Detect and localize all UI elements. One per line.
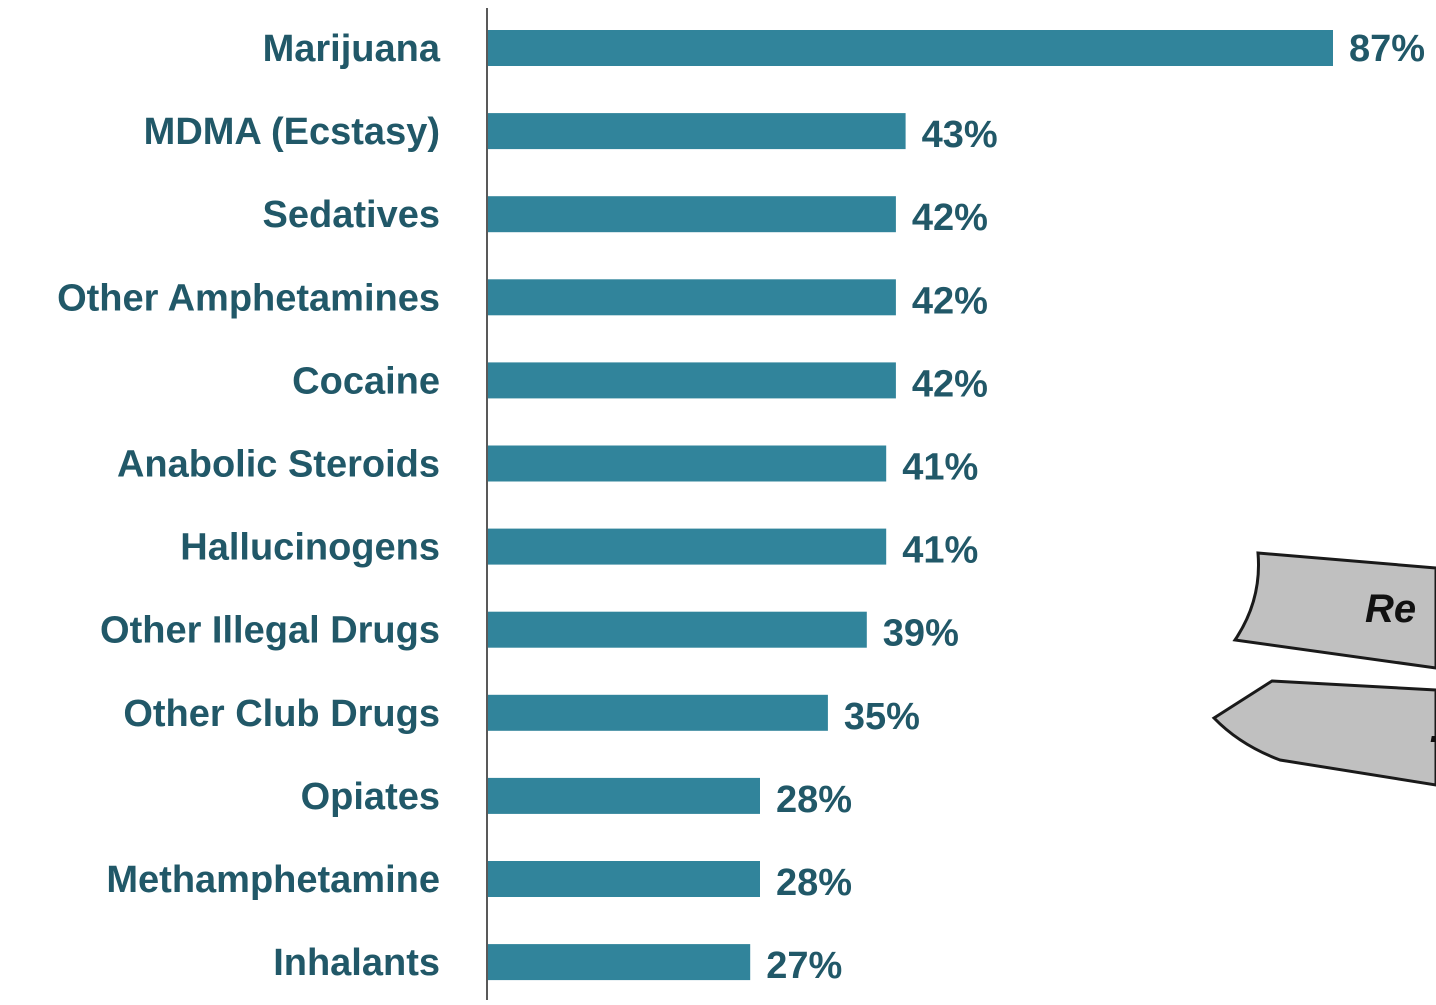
data-label: 43% — [922, 114, 998, 156]
category-label: Other Club Drugs — [123, 693, 440, 735]
direction-sign-icon: Re … — [1214, 553, 1436, 785]
bar — [488, 695, 828, 731]
category-labels: Marijuana MDMA (Ecstasy) Sedatives Other Am… — [57, 28, 441, 984]
category-label: Anabolic Steroids — [117, 444, 440, 486]
data-label: 42% — [912, 197, 988, 239]
data-label: 28% — [776, 779, 852, 821]
bar — [488, 612, 867, 648]
category-label: Hallucinogens — [180, 527, 440, 569]
bar — [488, 30, 1333, 66]
category-label: Other Amphetamines — [57, 277, 440, 319]
bar — [488, 944, 750, 980]
category-label: Opiates — [301, 776, 440, 818]
category-label: Inhalants — [273, 942, 440, 984]
data-label: 28% — [776, 862, 852, 904]
data-label: 87% — [1349, 28, 1425, 70]
data-label: 39% — [883, 613, 959, 655]
bar — [488, 279, 896, 315]
value-labels: 87% 43% 42% 42% 42% 41% 41% 39% 35% 28% 28% 27% — [766, 28, 1425, 987]
data-label: 27% — [766, 945, 842, 987]
data-label: 42% — [912, 363, 988, 405]
category-label: Methamphetamine — [106, 859, 440, 901]
bar — [488, 113, 906, 149]
bar-series — [488, 30, 1333, 980]
data-label: 35% — [844, 696, 920, 738]
bar — [488, 778, 760, 814]
bar — [488, 529, 886, 565]
category-label: Other Illegal Drugs — [100, 610, 440, 652]
category-label: Sedatives — [263, 194, 440, 236]
category-label: Cocaine — [292, 360, 440, 402]
bar — [488, 196, 896, 232]
category-label: Marijuana — [263, 28, 441, 70]
data-label: 41% — [902, 530, 978, 572]
sign-text-top: Re — [1365, 587, 1416, 631]
category-label: MDMA (Ecstasy) — [144, 111, 440, 153]
sign-text-bottom: … — [1428, 707, 1436, 751]
data-label: 42% — [912, 280, 988, 322]
bar — [488, 362, 896, 398]
bar — [488, 446, 886, 482]
bar — [488, 861, 760, 897]
data-label: 41% — [902, 447, 978, 489]
